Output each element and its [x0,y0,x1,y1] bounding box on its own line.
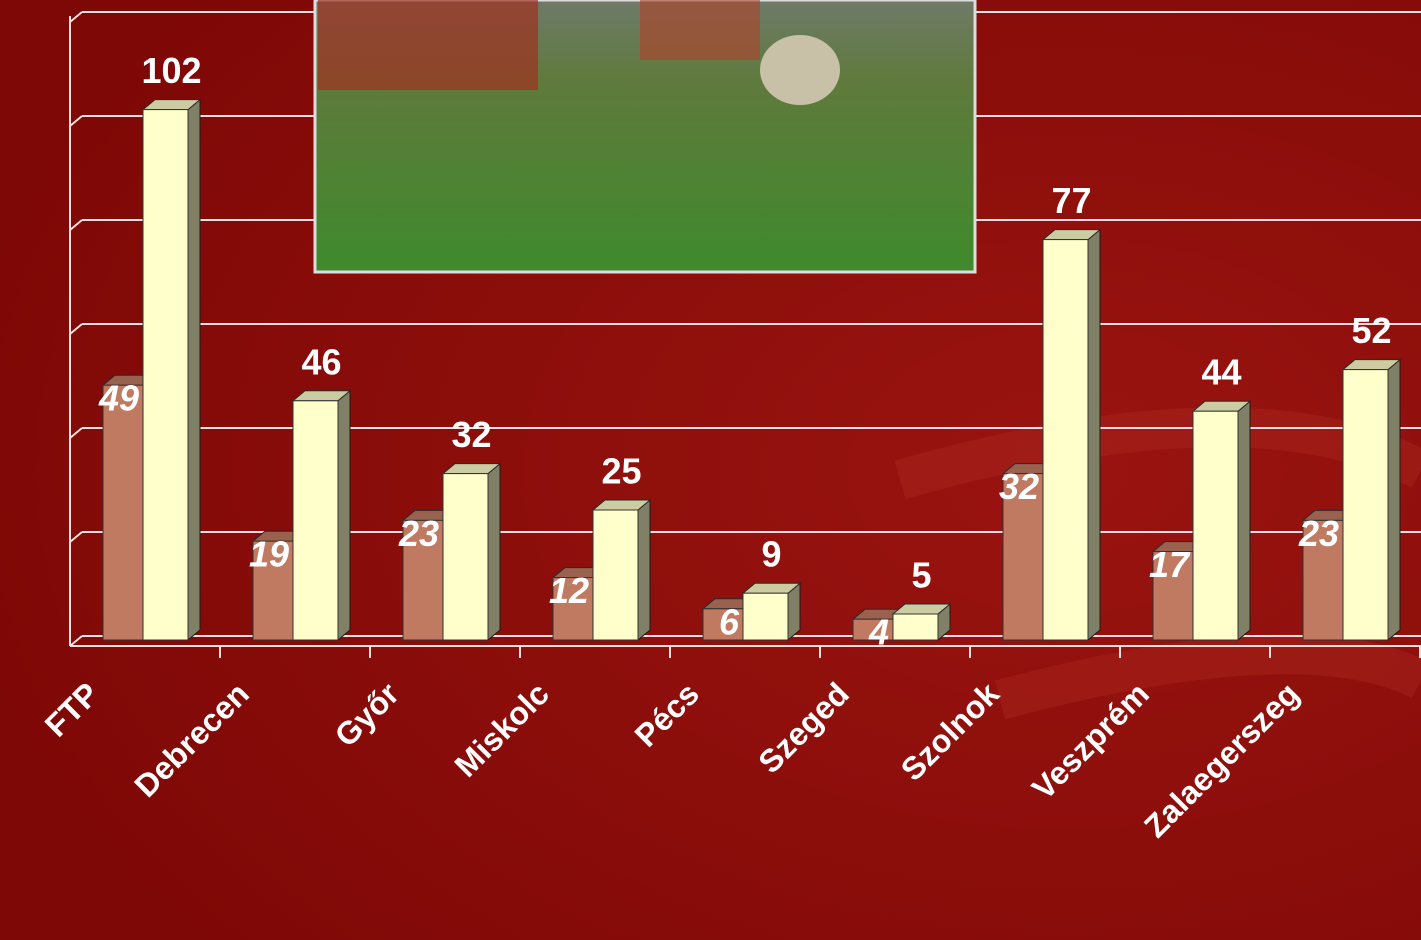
bar [1302,519,1344,641]
bar [702,608,744,641]
bar [102,384,144,641]
bar [742,592,789,641]
value-label: 23 [1298,513,1339,554]
bar [1152,551,1194,641]
value-label: 23 [398,513,439,554]
value-label: 32 [451,414,491,455]
bar [142,109,189,641]
bar [1342,369,1389,641]
bar [592,509,639,641]
value-label: 49 [98,378,139,419]
bar [1002,473,1044,641]
grid-line [69,427,83,439]
photo [313,0,977,274]
value-label: 102 [141,50,201,91]
bar [252,540,294,641]
bar-side [637,498,651,642]
bar-side [1237,400,1251,642]
value-label: 6 [719,601,740,642]
bar-side [1087,228,1101,642]
value-label: 25 [601,451,641,492]
photo-tank [760,35,840,105]
bar [442,473,489,641]
value-label: 44 [1201,352,1241,393]
value-label: 77 [1051,180,1091,221]
bar [292,400,339,641]
bar [552,577,594,641]
value-label: 32 [999,466,1039,507]
grid-line [69,531,83,543]
photo-truck [640,0,760,60]
grid-line [69,323,83,335]
bar-side [337,389,351,642]
bar [892,613,939,641]
grid-line [69,635,83,647]
photo-truck [318,0,538,90]
bar [1192,410,1239,641]
value-label: 52 [1351,310,1391,351]
bar-side [1387,358,1401,642]
grid-line [69,11,83,23]
value-label: 17 [1149,544,1191,585]
bar-side [187,98,201,642]
value-label: 5 [911,555,931,596]
bar [1042,239,1089,641]
value-label: 4 [868,612,889,653]
value-label: 9 [761,534,781,575]
value-label: 46 [301,341,341,382]
grid-line [69,115,83,127]
grid-line [69,219,83,231]
bar-side [487,462,501,642]
value-label: 12 [549,570,589,611]
value-label: 19 [249,534,289,575]
